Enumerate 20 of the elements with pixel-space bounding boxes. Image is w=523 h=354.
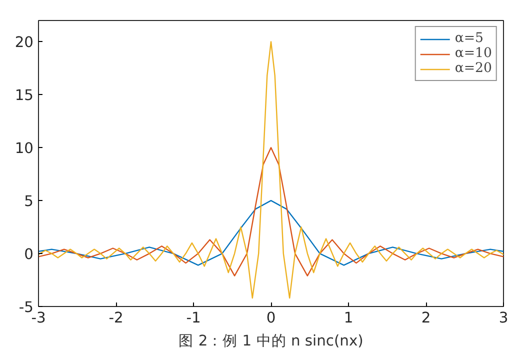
caption: 图 2：例 1 中的 n sinc(nx) — [178, 332, 364, 350]
legend-label: α=20 — [454, 61, 492, 76]
y-tick-label: 0 — [24, 246, 34, 264]
line-series — [38, 147, 504, 276]
x-tick-label: 2 — [421, 310, 431, 326]
legend-label: α=10 — [454, 46, 492, 61]
x-tick-label: -3 — [31, 310, 46, 326]
legend-label: α=5 — [454, 31, 484, 46]
x-tick-label: 3 — [498, 310, 508, 326]
x-tick-label: -1 — [186, 310, 201, 326]
y-tick-label: 20 — [14, 34, 34, 52]
y-tick-label: 10 — [14, 140, 34, 158]
x-tick-label: -2 — [108, 310, 124, 326]
y-tick-label: 15 — [14, 87, 34, 104]
x-tick-label: 0 — [266, 310, 276, 326]
line-series — [38, 200, 504, 266]
y-tick-label: -5 — [18, 299, 34, 316]
y-tick-label: 5 — [24, 193, 34, 210]
x-tick-label: 1 — [344, 310, 354, 326]
line-series — [38, 41, 504, 299]
